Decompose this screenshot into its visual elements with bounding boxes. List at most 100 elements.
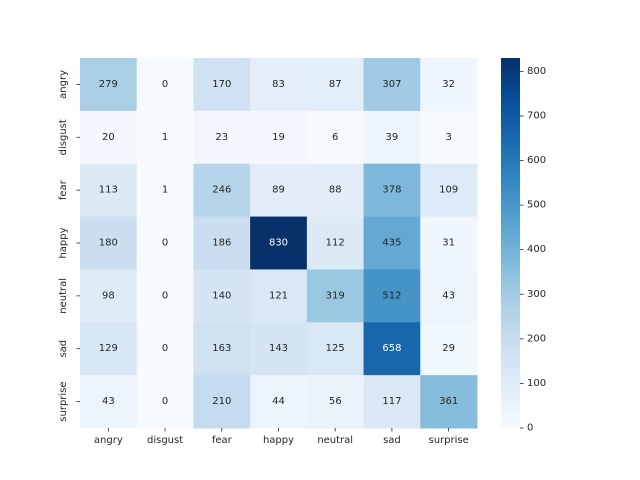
y-axis-ticks: angry disgust fear happy neutral sad surprise [58,70,80,422]
heatmap-cell-5-2 [193,322,251,376]
cell-value-4-6: 43 [442,290,455,301]
colorbar-tick-label-600: 600 [527,155,546,166]
cell-value-0-2: 170 [212,79,231,90]
heatmap-cell-6-0 [80,375,138,429]
heatmap-cell-6-2 [193,375,251,429]
cell-value-1-3: 19 [272,132,285,143]
cell-value-2-6: 109 [439,185,458,196]
cell-value-5-4: 125 [326,343,345,354]
heatmap-cell-3-0 [80,216,138,270]
heatmap-cell-1-6 [420,110,478,165]
cell-value-6-0: 43 [102,396,115,407]
colorbar-gradient [501,58,520,428]
cell-value-4-1: 0 [162,290,168,301]
x-tick-label-happy: happy [263,435,294,446]
cell-value-6-5: 117 [382,396,401,407]
heatmap-cell-0-3 [250,58,308,112]
cell-value-5-2: 163 [212,343,231,354]
y-tick-label-angry: angry [58,70,69,99]
heatmap-cell-5-6 [420,322,478,376]
x-tick-label-angry: angry [94,435,123,446]
heatmap-cell-3-4 [306,216,365,270]
heatmap-cell-3-2 [193,216,251,270]
cell-value-1-1: 1 [162,132,168,143]
cell-value-5-0: 129 [99,343,118,354]
cell-value-2-1: 1 [162,185,168,196]
x-tick-label-neutral: neutral [317,435,353,446]
cell-value-2-4: 88 [329,185,342,196]
heatmap-cell-3-1 [136,216,194,270]
cell-value-5-3: 143 [269,343,288,354]
cell-value-0-6: 32 [442,79,455,90]
colorbar-tick-label-700: 700 [527,110,546,121]
cell-value-4-5: 512 [382,290,401,301]
x-tick-label-fear: fear [212,435,233,446]
cell-value-3-2: 186 [212,238,231,249]
heatmap-cell-1-3 [250,110,308,165]
cell-value-0-4: 87 [329,79,342,90]
cell-value-2-3: 89 [272,185,285,196]
cell-value-3-1: 0 [162,238,168,249]
heatmap-cell-4-4 [306,269,365,323]
cell-value-1-2: 23 [215,132,228,143]
cell-value-1-0: 20 [102,132,115,143]
colorbar-tick-label-200: 200 [527,333,546,344]
x-tick-label-surprise: surprise [429,435,469,446]
heatmap-cell-4-3 [250,269,308,323]
y-tick-label-fear: fear [58,179,69,200]
cell-value-0-3: 83 [272,79,285,90]
colorbar-tick-label-400: 400 [527,244,546,255]
heatmap-cell-1-5 [363,110,421,165]
cell-value-4-0: 98 [102,290,115,301]
cell-value-0-5: 307 [382,79,401,90]
heatmap-cell-labels: 279 0 170 83 87 307 32 20 1 23 19 6 39 3 113 1 246 89 88 37… [99,79,458,407]
heatmap-cell-5-3 [250,322,308,376]
cell-value-1-6: 3 [445,132,451,143]
heatmap-cell-5-0 [80,322,138,376]
heatmap-cell-1-0 [80,110,138,165]
y-tick-label-surprise: surprise [58,381,69,421]
heatmap-cell-0-6 [420,58,478,112]
heatmap-cell-5-4 [306,322,365,376]
y-tick-label-neutral: neutral [58,278,69,314]
heatmap-cell-2-0 [80,163,138,218]
heatmap-cell-6-1 [136,375,194,429]
heatmap-cell-1-4 [306,110,365,165]
cell-value-6-6: 361 [439,396,458,407]
heatmap-cell-4-1 [136,269,194,323]
x-tick-label-sad: sad [383,435,401,446]
heatmap-cell-0-2 [193,58,251,112]
cell-value-3-5: 435 [382,238,401,249]
colorbar: 0 100 200 300 400 500 600 700 800 [501,58,546,434]
cell-value-3-6: 31 [442,238,455,249]
cell-value-3-4: 112 [326,238,345,249]
cell-value-2-0: 113 [99,185,118,196]
cell-value-6-1: 0 [162,396,168,407]
heatmap-cell-3-6 [420,216,478,270]
heatmap-cell-5-1 [136,322,194,376]
y-tick-label-happy: happy [58,227,69,258]
heatmap-cell-2-5 [363,163,421,218]
x-axis-ticks: angry disgust fear happy neutral sad surprise [94,428,469,446]
heatmap-cell-4-2 [193,269,251,323]
cell-value-5-1: 0 [162,343,168,354]
heatmap-cell-2-3 [250,163,308,218]
heatmap-cell-4-5 [363,269,421,323]
colorbar-tick-label-500: 500 [527,200,546,211]
cell-value-3-0: 180 [99,238,118,249]
heatmap-cell-6-5 [363,375,421,429]
heatmap-cell-6-6 [420,375,478,429]
heatmap-cell-2-4 [306,163,365,218]
cell-value-6-4: 56 [329,396,342,407]
cell-value-3-3: 830 [269,238,288,249]
heatmap-cell-1-1 [136,110,194,165]
heatmap-cell-4-0 [80,269,138,323]
heatmap-cell-0-5 [363,58,421,112]
cell-value-5-6: 29 [442,343,455,354]
cell-value-2-5: 378 [382,185,401,196]
heatmap-cell-6-3 [250,375,308,429]
heatmap-cell-2-2 [193,163,251,218]
colorbar-tick-label-0: 0 [527,423,533,434]
cell-value-4-4: 319 [326,290,345,301]
cell-value-4-3: 121 [269,290,288,301]
